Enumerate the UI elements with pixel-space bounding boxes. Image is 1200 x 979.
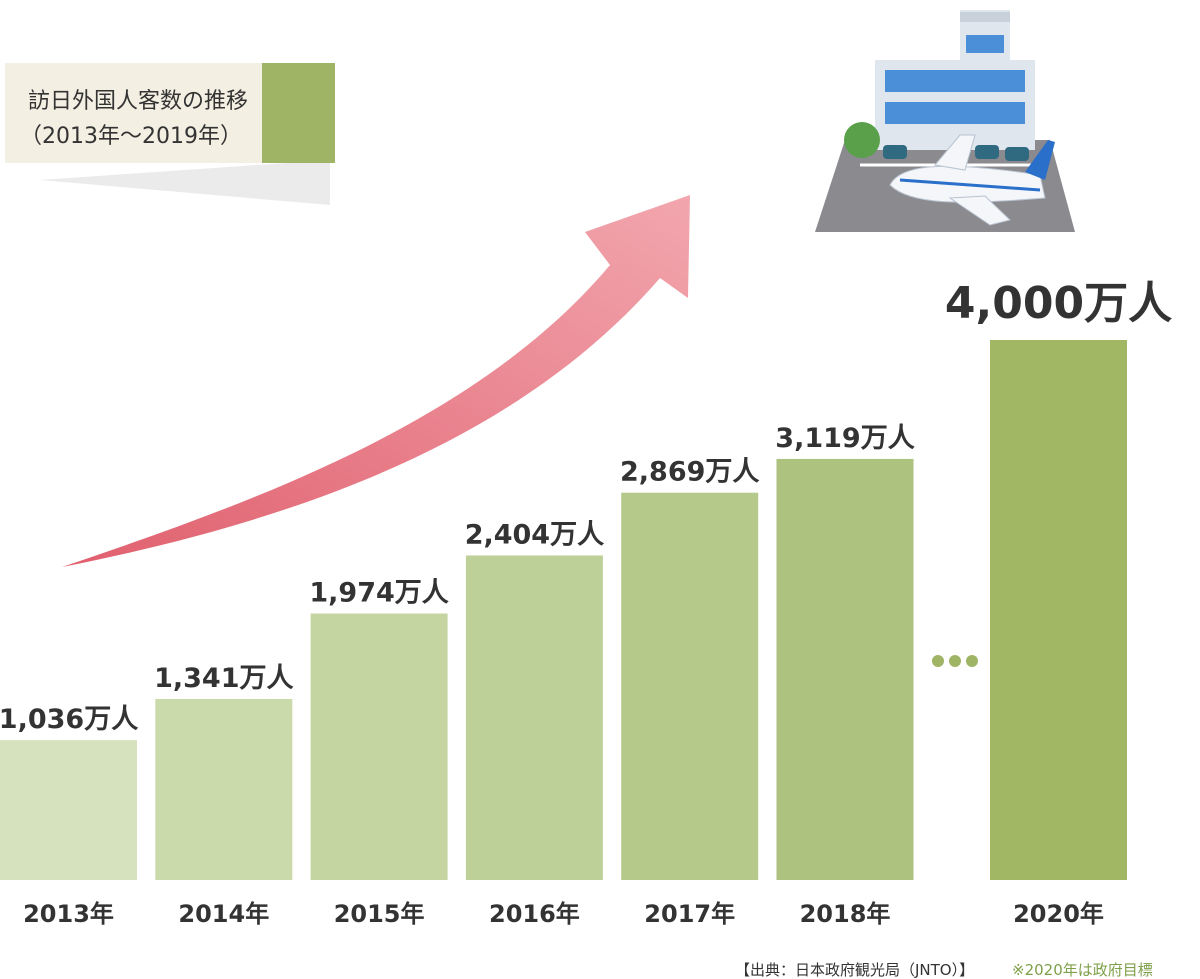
bar bbox=[155, 698, 293, 880]
value-label: 4,000万人 bbox=[945, 278, 1172, 329]
value-label: 1,036万人 bbox=[0, 704, 138, 735]
value-label: 1,341万人 bbox=[154, 663, 293, 694]
x-tick-label: 2016年 bbox=[489, 900, 580, 928]
bar bbox=[621, 492, 759, 880]
x-tick-label: 2013年 bbox=[23, 900, 114, 928]
x-tick-label: 2014年 bbox=[178, 900, 269, 928]
x-tick-label: 2018年 bbox=[800, 900, 891, 928]
trend-arrow bbox=[62, 195, 690, 567]
value-label: 2,404万人 bbox=[465, 519, 604, 550]
box-accent bbox=[262, 63, 335, 163]
bar bbox=[0, 740, 137, 880]
x-tick-label: 2015年 bbox=[334, 900, 425, 928]
ellipsis bbox=[932, 655, 978, 667]
x-tick-label: 2017年 bbox=[644, 900, 735, 928]
title-box: 訪日外国人客数の推移 （2013年～2019年） bbox=[5, 63, 335, 205]
airport-illustration bbox=[815, 10, 1075, 232]
value-label: 2,869万人 bbox=[620, 457, 759, 488]
chart-title: 訪日外国人客数の推移 bbox=[28, 89, 248, 114]
note: ※2020年は政府目標 bbox=[1012, 961, 1153, 979]
chart-subtitle: （2013年～2019年） bbox=[20, 124, 242, 149]
value-label: 1,974万人 bbox=[309, 578, 448, 609]
bar bbox=[990, 340, 1127, 880]
bar bbox=[776, 458, 914, 880]
bar bbox=[465, 555, 603, 880]
x-tick-label: 2020年 bbox=[1013, 900, 1104, 928]
value-label: 3,119万人 bbox=[775, 423, 914, 454]
bar bbox=[310, 613, 448, 880]
source: 【出典：日本政府観光局（JNTO）】 bbox=[735, 961, 974, 979]
box-shadow bbox=[40, 160, 330, 205]
